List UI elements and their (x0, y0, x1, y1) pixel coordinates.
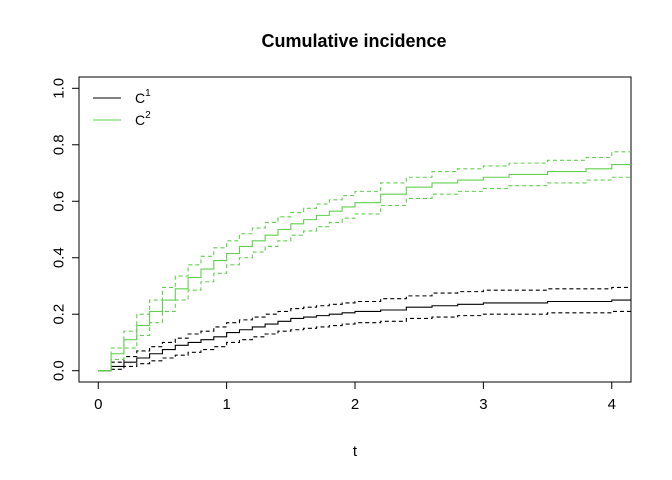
y-tick-label: 0.2 (51, 304, 68, 325)
y-tick-label: 0.0 (51, 360, 68, 381)
plot-frame (78, 76, 632, 383)
legend-label: C2 (135, 110, 151, 128)
y-tick-label: 0.8 (51, 134, 68, 155)
series-2-lower-band-line (98, 176, 631, 372)
x-tick-label: 0 (94, 396, 102, 413)
y-tick-label: 1.0 (51, 78, 68, 99)
x-tick-label: 3 (479, 396, 487, 413)
x-axis-label: t (353, 443, 358, 460)
series-1-lower-band-line (98, 310, 631, 372)
x-axis: 0 1 2 3 4 (94, 381, 616, 413)
chart-title: Cumulative incidence (261, 31, 446, 51)
y-tick-label: 0.6 (51, 191, 68, 212)
y-axis: 0.0 0.2 0.4 0.6 0.8 1.0 (51, 78, 80, 381)
x-tick-label: 4 (608, 396, 616, 413)
series-layer (98, 151, 631, 372)
x-tick-label: 1 (222, 396, 230, 413)
y-tick-label: 0.4 (51, 247, 68, 268)
series-2-estimate-line (98, 164, 631, 372)
series-1-estimate-line (98, 299, 631, 372)
legend-label: C1 (135, 88, 151, 106)
x-tick-label: 2 (351, 396, 359, 413)
